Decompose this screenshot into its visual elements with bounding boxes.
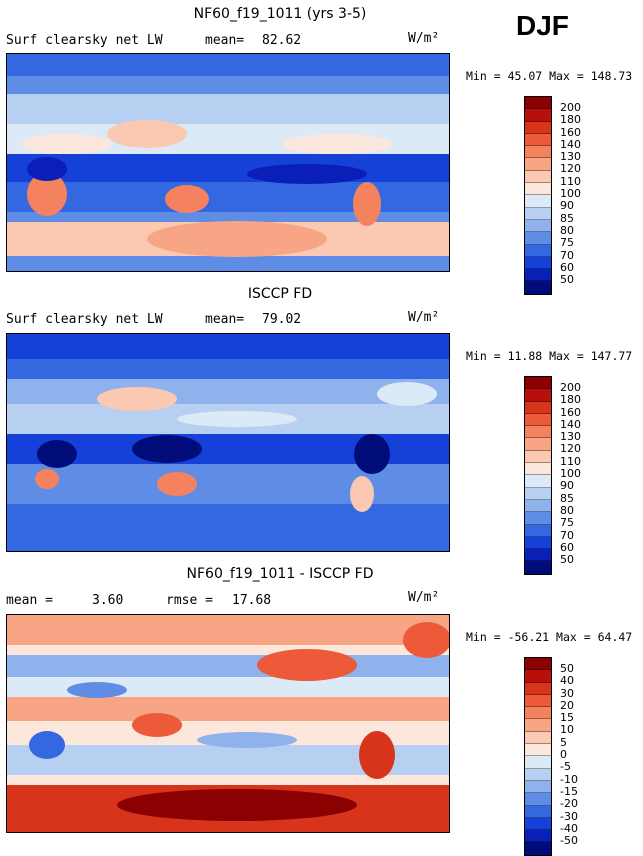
panel-3-swatch — [525, 780, 551, 794]
panel-3-swatch — [525, 768, 551, 781]
panel-2-map — [6, 333, 450, 552]
panel-2-minmax: Min = 11.88 Max = 147.77 — [466, 349, 633, 363]
panel-3-swatch — [525, 694, 551, 708]
panel-1-swatch — [525, 146, 551, 159]
panel-3-mean: 3.60 — [92, 593, 124, 608]
panel-2-variable: Surf clearsky net LW — [6, 312, 163, 327]
panel-1-swatch — [525, 244, 551, 257]
panel-2-mean: 79.02 — [262, 312, 302, 327]
panel-3-swatch — [525, 658, 551, 671]
season-label: DJF — [516, 10, 569, 41]
panel-2-swatch — [525, 536, 551, 550]
panel-3-swatch — [525, 817, 551, 831]
panel-2-swatch — [525, 389, 551, 402]
panel-3-mean-label: mean = — [6, 593, 53, 608]
panel-2-colorbar — [524, 376, 552, 575]
panel-2-colorbar-labels: 200 180 160 140 130 120 110 100 90 85 80 75 70 60… — [560, 381, 581, 567]
panel-3-swatch — [525, 719, 551, 732]
panel-1-colorbar — [524, 96, 552, 295]
panel-1-swatch — [525, 256, 551, 270]
panel-1-swatch — [525, 170, 551, 184]
panel-2-swatch — [525, 377, 551, 390]
panel-2-swatch — [525, 413, 551, 427]
panel-1-swatch — [525, 133, 551, 147]
panel-3-rmse: 17.68 — [232, 593, 272, 608]
panel-2-mean-label: mean= — [205, 312, 245, 327]
panel-3-swatch — [525, 744, 551, 757]
panel-1-title: NF60_f19_1011 (yrs 3-5) — [193, 6, 367, 22]
panel-3-units: W/m² — [408, 590, 440, 605]
panel-3-swatch — [525, 830, 551, 843]
panel-1-map — [6, 53, 450, 272]
panel-3-swatch — [525, 731, 551, 745]
panel-1-field — [7, 54, 449, 271]
panel-1-mean: 82.62 — [262, 33, 302, 48]
panel-1-units: W/m² — [408, 31, 440, 46]
panel-1-swatch — [525, 109, 551, 122]
panel-2-swatch — [525, 450, 551, 464]
panel-1-swatch — [525, 121, 551, 134]
panel-3-swatch — [525, 707, 551, 720]
panel-1-swatch — [525, 232, 551, 245]
panel-2-swatch — [525, 401, 551, 414]
panel-1-mean-label: mean= — [205, 33, 245, 48]
panel-3-colorbar — [524, 657, 552, 856]
panel-3-swatch — [525, 842, 551, 855]
panel-3-swatch — [525, 682, 551, 695]
panel-1-swatch — [525, 97, 551, 110]
panel-1-swatch — [525, 207, 551, 220]
panel-1-swatch — [525, 269, 551, 282]
panel-1-swatch — [525, 183, 551, 196]
panel-3-swatch — [525, 805, 551, 818]
panel-1-variable: Surf clearsky net LW — [6, 33, 163, 48]
panel-2-swatch — [525, 561, 551, 574]
panel-2-title: ISCCP FD — [247, 286, 313, 302]
panel-3-rmse-label: rmse = — [166, 593, 213, 608]
panel-3-swatch — [525, 670, 551, 683]
panel-2-swatch — [525, 512, 551, 525]
panel-2-swatch — [525, 499, 551, 513]
panel-3-minmax: Min = -56.21 Max = 64.47 — [466, 630, 633, 644]
panel-2-swatch — [525, 463, 551, 476]
panel-2-swatch — [525, 426, 551, 439]
panel-2-swatch — [525, 524, 551, 537]
panel-2-swatch — [525, 487, 551, 500]
panel-1-swatch — [525, 158, 551, 171]
panel-1-minmax: Min = 45.07 Max = 148.73 — [466, 69, 633, 83]
panel-1-swatch — [525, 219, 551, 233]
panel-3-swatch — [525, 793, 551, 806]
panel-2-field — [7, 334, 449, 551]
panel-2-units: W/m² — [408, 310, 440, 325]
panel-2-swatch — [525, 475, 551, 488]
panel-3-field — [7, 615, 449, 832]
panel-1-swatch — [525, 195, 551, 208]
panel-3-swatch — [525, 756, 551, 769]
panel-1-swatch — [525, 281, 551, 294]
panel-3-map — [6, 614, 450, 833]
panel-3-colorbar-labels: 50 40 30 20 15 10 5 0 -5 -10 -15 -20 -30 -40 -50 — [560, 662, 578, 848]
panel-3-title: NF60_f19_1011 - ISCCP FD — [186, 566, 374, 582]
panel-1-colorbar-labels: 200 180 160 140 130 120 110 100 90 85 80 75 70 60… — [560, 101, 581, 287]
panel-2-swatch — [525, 549, 551, 562]
panel-2-swatch — [525, 438, 551, 451]
